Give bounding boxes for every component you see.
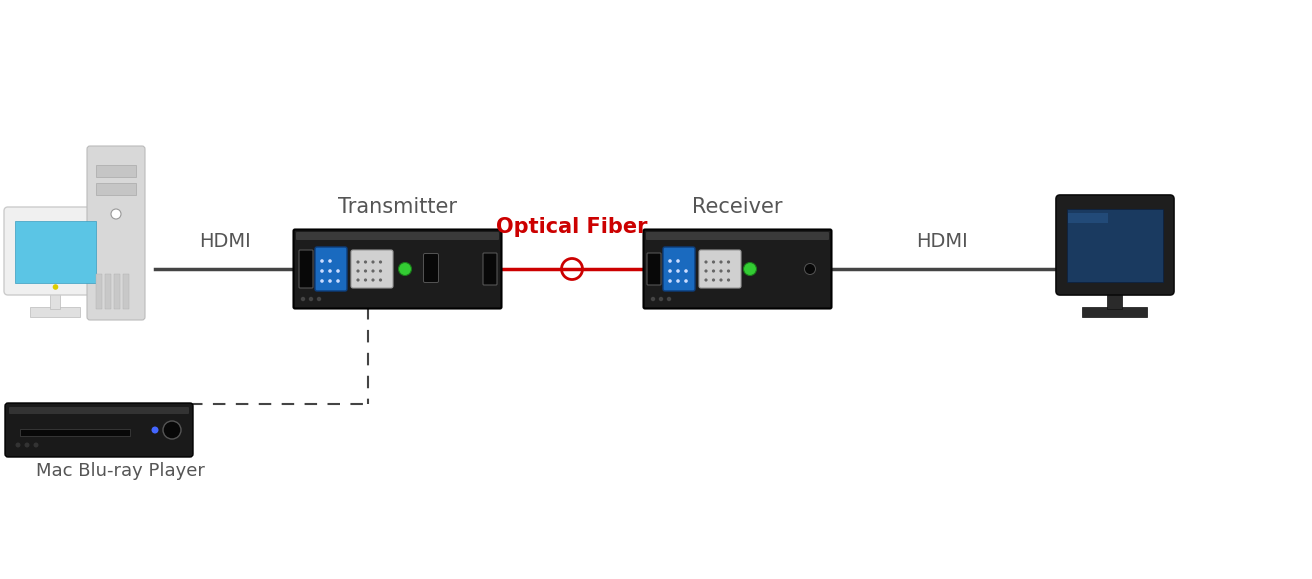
- Bar: [1082, 307, 1147, 317]
- Circle shape: [712, 278, 715, 281]
- Bar: [1068, 213, 1109, 223]
- FancyBboxPatch shape: [1056, 195, 1174, 295]
- Circle shape: [328, 259, 332, 263]
- Circle shape: [357, 261, 359, 263]
- Circle shape: [336, 279, 340, 283]
- Circle shape: [676, 259, 680, 263]
- Circle shape: [705, 261, 707, 263]
- Circle shape: [357, 278, 359, 281]
- Circle shape: [676, 269, 680, 273]
- Circle shape: [320, 259, 324, 263]
- Circle shape: [727, 278, 729, 281]
- Bar: [105, 274, 112, 309]
- Circle shape: [112, 209, 121, 219]
- Circle shape: [300, 297, 306, 301]
- Circle shape: [336, 269, 340, 273]
- Circle shape: [705, 269, 707, 273]
- Text: HDMI: HDMI: [916, 232, 968, 251]
- Circle shape: [668, 259, 672, 263]
- FancyBboxPatch shape: [483, 253, 497, 285]
- Bar: [50, 289, 60, 309]
- Circle shape: [668, 269, 672, 273]
- Circle shape: [379, 269, 382, 273]
- FancyBboxPatch shape: [643, 229, 832, 309]
- Circle shape: [308, 297, 314, 301]
- FancyBboxPatch shape: [647, 253, 661, 285]
- Text: Receiver: Receiver: [693, 197, 783, 217]
- Text: Optical Fiber: Optical Fiber: [496, 217, 648, 237]
- FancyBboxPatch shape: [87, 146, 146, 320]
- Circle shape: [316, 297, 321, 301]
- FancyBboxPatch shape: [9, 407, 189, 414]
- Bar: [1107, 289, 1122, 309]
- Circle shape: [676, 279, 680, 283]
- Circle shape: [16, 442, 21, 448]
- Circle shape: [379, 278, 382, 281]
- Circle shape: [320, 279, 324, 283]
- Circle shape: [163, 421, 181, 439]
- Bar: [20, 429, 130, 436]
- Circle shape: [371, 278, 375, 281]
- Circle shape: [25, 442, 29, 448]
- Bar: [1067, 209, 1162, 282]
- Circle shape: [705, 278, 707, 281]
- Bar: [96, 274, 102, 309]
- Circle shape: [804, 263, 816, 274]
- Circle shape: [328, 279, 332, 283]
- Circle shape: [684, 279, 687, 283]
- Circle shape: [744, 262, 757, 276]
- Bar: [96, 183, 136, 195]
- Circle shape: [363, 261, 367, 263]
- Circle shape: [727, 269, 729, 273]
- Circle shape: [371, 261, 375, 263]
- Circle shape: [712, 269, 715, 273]
- FancyBboxPatch shape: [299, 250, 314, 288]
- FancyBboxPatch shape: [4, 207, 108, 295]
- Bar: [30, 307, 80, 317]
- Circle shape: [719, 261, 723, 263]
- Circle shape: [151, 427, 159, 434]
- FancyBboxPatch shape: [297, 232, 499, 240]
- Circle shape: [659, 297, 663, 301]
- FancyBboxPatch shape: [663, 247, 695, 291]
- Circle shape: [357, 269, 359, 273]
- Circle shape: [34, 442, 38, 448]
- Text: Mac Blu-ray Player: Mac Blu-ray Player: [35, 462, 205, 480]
- Circle shape: [727, 261, 729, 263]
- Circle shape: [328, 269, 332, 273]
- Bar: [123, 274, 129, 309]
- FancyBboxPatch shape: [424, 254, 438, 283]
- FancyBboxPatch shape: [699, 250, 741, 288]
- FancyBboxPatch shape: [352, 250, 394, 288]
- Circle shape: [719, 278, 723, 281]
- Circle shape: [651, 297, 655, 301]
- Circle shape: [684, 269, 687, 273]
- Circle shape: [399, 262, 412, 276]
- Bar: [14, 221, 96, 283]
- Circle shape: [712, 261, 715, 263]
- FancyBboxPatch shape: [294, 229, 501, 309]
- Circle shape: [363, 269, 367, 273]
- Text: Transmitter: Transmitter: [338, 197, 457, 217]
- Bar: [96, 165, 136, 177]
- Circle shape: [52, 284, 58, 290]
- Circle shape: [666, 297, 672, 301]
- Circle shape: [371, 269, 375, 273]
- FancyBboxPatch shape: [646, 232, 829, 240]
- Circle shape: [719, 269, 723, 273]
- Circle shape: [363, 278, 367, 281]
- Bar: [114, 274, 119, 309]
- Circle shape: [379, 261, 382, 263]
- Text: HDMI: HDMI: [199, 232, 251, 251]
- FancyBboxPatch shape: [315, 247, 346, 291]
- Circle shape: [668, 279, 672, 283]
- FancyBboxPatch shape: [5, 403, 193, 457]
- Circle shape: [320, 269, 324, 273]
